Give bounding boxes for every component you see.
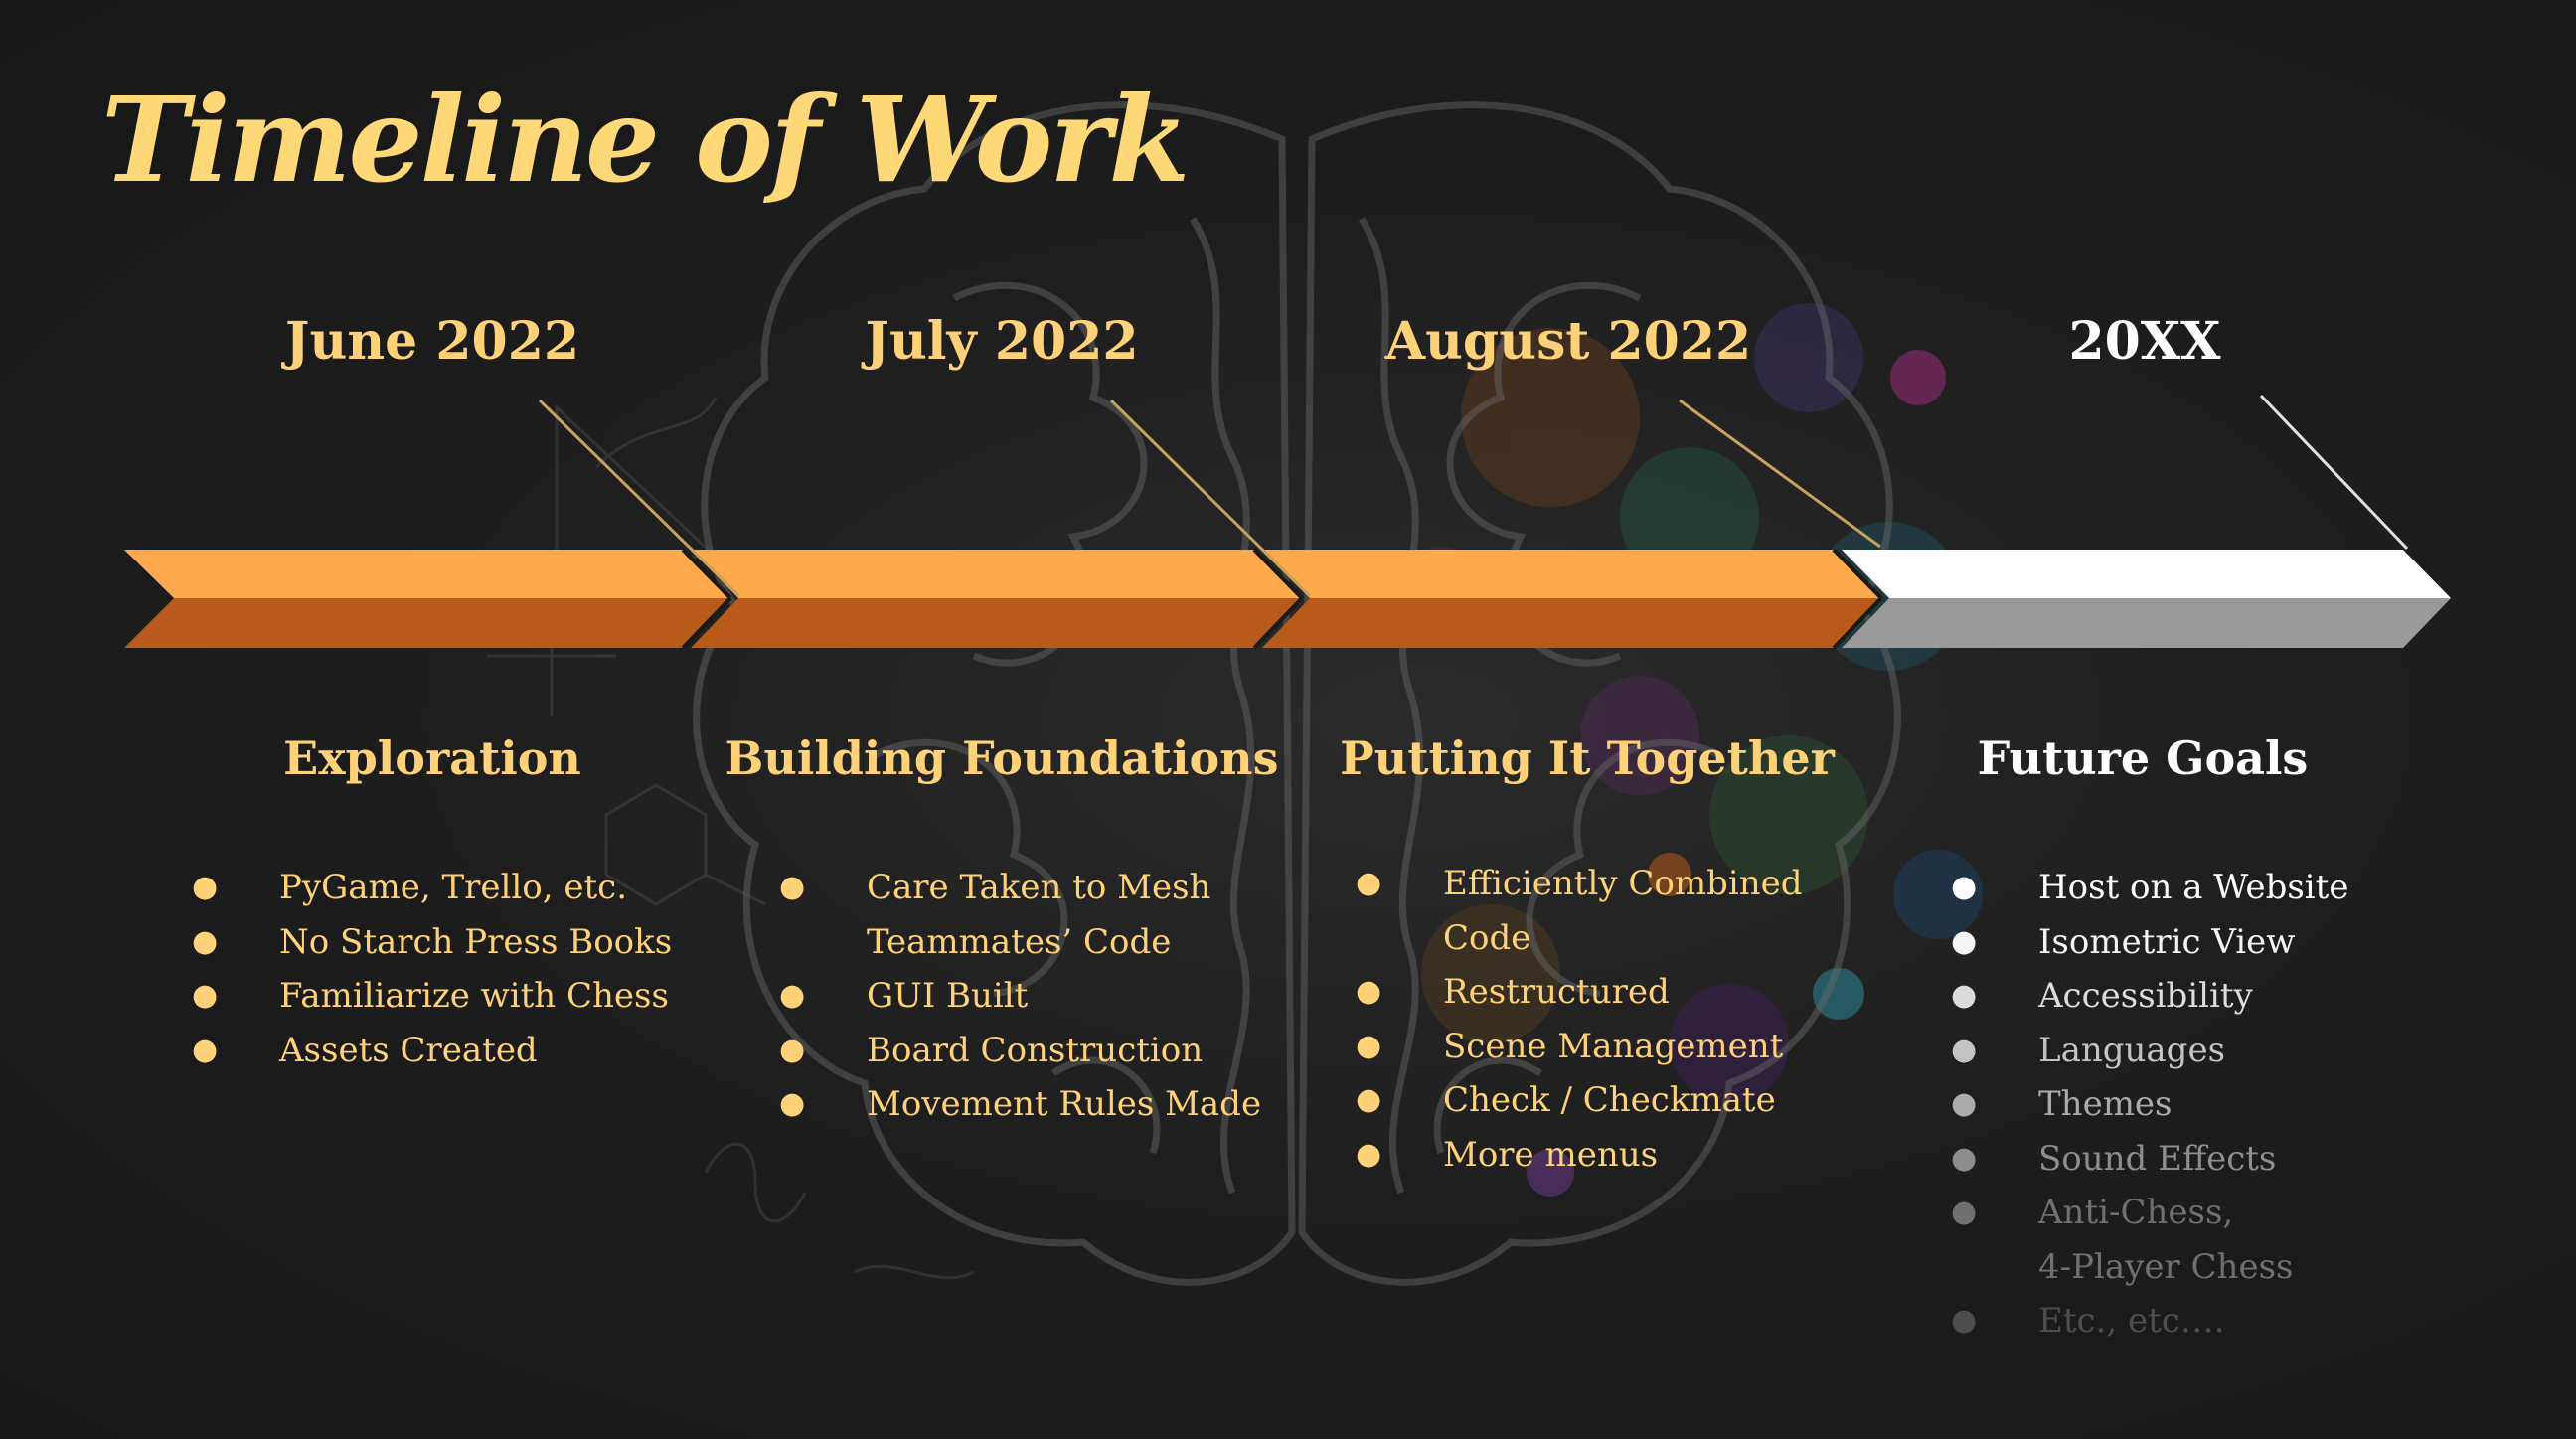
list-item: ● Host on a Website [1951,868,2349,907]
list-item: ● Sound Effects [1951,1138,2277,1179]
list-item: ● Etc., etc…. [1951,1301,2225,1341]
list-item: ● Languages [1951,1030,2226,1070]
list-item: ● Themes [1951,1084,2173,1124]
putting-it-together-list: ● Efficiently Combined Code ● Restructured … [1356,857,1802,1182]
timeline-segment-july [691,550,1302,648]
list-item: ● Efficiently Combined Code [1356,864,1803,958]
list-item: ● PyGame, Trello, etc. [192,868,628,907]
phase-heading-putting-it-together: Putting It Together [1340,731,1835,785]
list-item: ● Care Taken to Mesh Teammates’ Code [779,868,1211,962]
building-foundations-list: ● Care Taken to Mesh Teammates’ Code ● GUI … [779,861,1261,1132]
list-item: ● Anti-Chess, 4-Player Chess [1951,1193,2294,1287]
future-goals-list: ● Host on a Website ● Isometric View ● Acce… [1951,861,2348,1349]
timeline-segment-august [1262,550,1881,648]
list-item: ● Movement Rules Made [779,1084,1262,1124]
date-july-2022: July 2022 [865,311,1139,372]
list-item: ● More menus [1356,1134,1659,1175]
list-item: ● No Starch Press Books [192,921,673,962]
list-item: ● Familiarize with Chess [192,976,669,1016]
list-item: ● GUI Built [779,976,1029,1016]
list-item: ● Assets Created [192,1030,538,1070]
list-item: ● Restructured [1356,972,1670,1012]
list-item: ● Board Construction [779,1030,1204,1070]
exploration-list: ● PyGame, Trello, etc. ● No Starch Press B… [192,861,672,1077]
list-item: ● Isometric View [1951,921,2296,962]
timeline-segment-june [124,550,730,648]
phase-heading-future-goals: Future Goals [1977,731,2309,785]
date-june-2022: June 2022 [284,311,580,372]
timeline-segment-future [1842,550,2451,648]
list-item: ● Accessibility [1951,976,2253,1016]
date-leader-lines [538,394,2409,598]
date-august-2022: August 2022 [1384,311,1752,372]
list-item: ● Scene Management [1356,1026,1784,1066]
list-item: ● Check / Checkmate [1356,1080,1776,1120]
date-20xx: 20XX [2068,311,2221,372]
phase-heading-exploration: Exploration [283,731,581,785]
slide-title: Timeline of Work [101,71,1190,209]
phase-heading-building-foundations: Building Foundations [724,731,1279,785]
